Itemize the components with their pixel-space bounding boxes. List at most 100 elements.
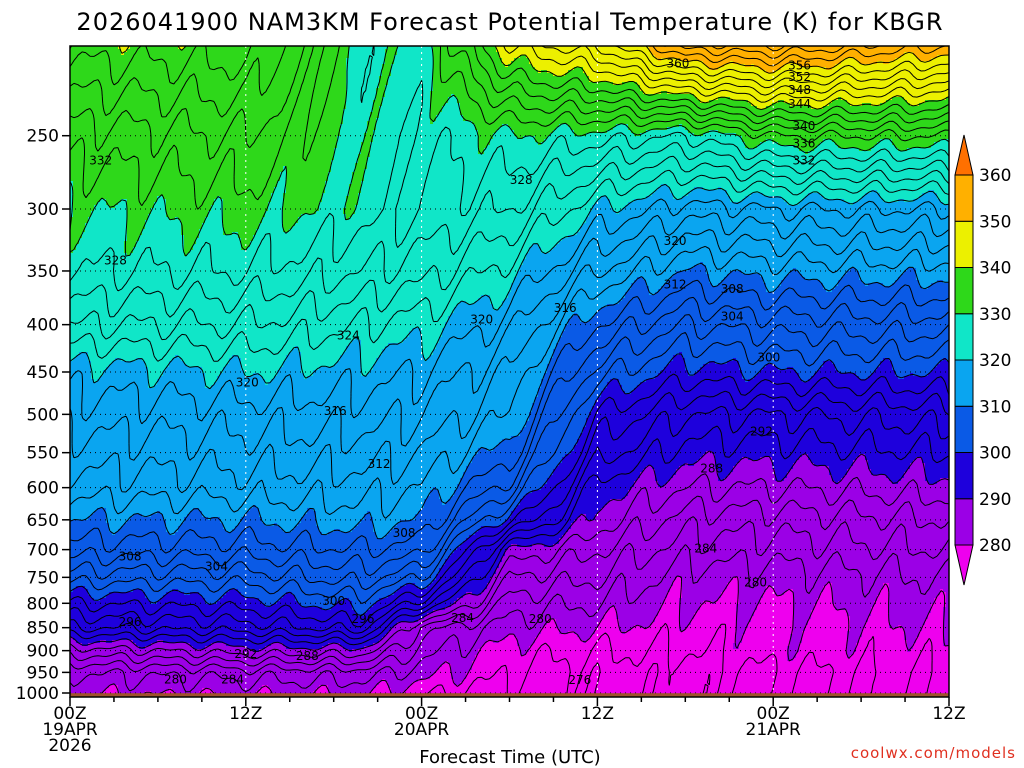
contour-line-326 [70,142,949,318]
contour-line-282 [70,544,949,693]
y-tick-label: 500 [27,405,59,425]
contour-line-302 [70,331,949,604]
x-tick-label: 00Z [405,704,438,724]
y-tick-label: 1000 [16,684,59,704]
colorbar-segment [954,405,974,453]
contour-label: 284 [221,673,244,687]
contour-label: 308 [721,282,744,296]
contour-label: 356 [788,59,811,73]
plot-area [70,46,949,697]
contour-label: 332 [793,154,816,168]
contour-label: 312 [664,278,687,292]
x-tick-label: 2026 [48,736,91,756]
contour-label: 292 [234,647,257,661]
contour-line-318 [70,198,949,425]
contour-label: 320 [236,376,259,390]
contour-label: 336 [793,137,816,151]
chart-title: 2026041900 NAM3KM Forecast Potential Tem… [76,8,943,36]
credit-text: coolwx.com/models [851,744,1016,762]
contour-label: 300 [757,350,780,364]
x-tick-label: 12Z [229,704,262,724]
contour-label: 288 [700,461,723,475]
contour-line-300 [70,353,949,617]
contour-line-346 [594,46,949,89]
x-tick-label: 12Z [581,704,614,724]
contour-label: 280 [529,612,552,626]
y-tick-label: 400 [27,316,59,336]
colorbar-segment [954,174,974,222]
y-tick-label: 600 [27,479,59,499]
contour-label: 284 [694,541,717,555]
colorbar-label: 350 [979,212,1011,232]
contour-label: 340 [793,119,816,133]
contour-line-314 [70,229,949,494]
colorbar-segment [954,452,974,500]
contour-line-340 [70,46,949,110]
y-tick-label: 650 [27,511,59,531]
contour-label: 308 [393,526,416,540]
contour-label: 296 [352,612,375,626]
contour-line-338 [70,46,949,118]
contour-line-324 [70,155,949,341]
contour-line-298 [70,373,949,628]
y-tick-label: 900 [27,642,59,662]
contour-label: 316 [554,301,577,315]
contour-line-304 [70,314,949,591]
colorbar-label: 330 [979,305,1011,325]
colorbar-label: 360 [979,166,1011,186]
contour-line-290 [70,450,949,652]
contour-label: 324 [337,329,360,343]
colorbar-legend: 360 350 340 330 320 310 300 290 280 [954,134,1011,586]
contour-line-278 [420,622,933,697]
contour-line-316 [70,212,949,461]
y-tick-label: 750 [27,568,59,588]
y-tick-label: 350 [27,262,59,282]
contour-label: 320 [664,234,687,248]
contour-line-328 [70,46,949,292]
x-tick-label: 12Z [932,704,965,724]
contour-line-284 [70,516,949,676]
contour-line-336 [70,46,949,126]
contour-line-288 [70,473,949,660]
colorbar-segment [954,313,974,361]
contour-label: 328 [510,173,533,187]
x-tick-label: 21APR [746,720,802,740]
contour-line-320 [70,183,949,390]
colorbar-label: 290 [979,490,1011,510]
colorbar-segment [954,498,974,546]
colorbar-bottom-arrow [954,544,974,586]
ground-terrain [70,693,949,697]
contour-label: 344 [788,97,811,111]
contour-label: 304 [205,559,228,573]
colorbar-label: 340 [979,259,1011,279]
contour-label: 308 [119,549,142,563]
contour-label: 280 [164,673,187,687]
contour-label: 320 [470,313,493,327]
y-axis: 250 300 350 400 450 500 550 600 650 700 750 800 850 9… [16,127,70,704]
contour-line-310 [70,262,949,540]
colorbar-top-arrow [954,134,974,176]
contour-label: 284 [451,611,474,625]
colorbar-label: 310 [979,397,1011,417]
contour-label: 300 [322,594,345,608]
contour-label: 296 [119,615,142,629]
contour-label: 304 [721,310,744,324]
contour-label: 352 [788,70,811,84]
contour-line-292 [70,425,949,646]
contour-label: 288 [296,649,319,663]
contour-line-308 [70,279,949,559]
contour-line-344 [541,46,949,96]
contour-line-342 [503,46,949,103]
contour-lines [70,46,949,697]
x-tick-label: 00Z [757,704,790,724]
colorbar-segment [954,359,974,407]
contour-line-350 [645,46,949,74]
contour-line-334 [70,46,949,160]
contour-line-306 [70,296,949,577]
colorbar-label: 320 [979,351,1011,371]
contour-label: 316 [324,404,347,418]
grid-lines [70,46,949,697]
